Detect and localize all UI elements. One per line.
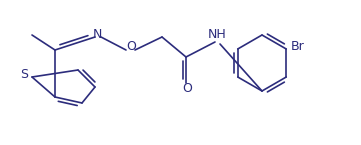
Text: S: S — [20, 68, 28, 81]
Text: NH: NH — [208, 28, 226, 40]
Text: O: O — [126, 40, 136, 54]
Text: O: O — [182, 81, 192, 95]
Text: N: N — [92, 28, 102, 40]
Text: Br: Br — [291, 40, 305, 54]
